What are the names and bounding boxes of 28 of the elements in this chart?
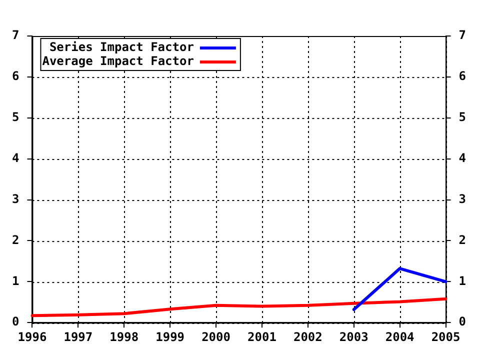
y2-tick-label: 0 — [458, 314, 466, 329]
y-tick-label: 6 — [12, 69, 20, 84]
x-tick-label: 1998 — [110, 330, 139, 344]
y-tick-label: 5 — [12, 110, 20, 124]
y-tick-label: 0 — [12, 314, 20, 329]
y2-tick-label: 3 — [458, 192, 466, 206]
x-tick-label: 1999 — [156, 330, 185, 344]
y2-tick-label: 1 — [458, 274, 466, 288]
x-tick-label: 2004 — [385, 330, 414, 344]
x-tick-label: 2003 — [339, 330, 368, 344]
y-tick-label: 7 — [12, 28, 20, 42]
y-tick-label: 3 — [12, 192, 20, 206]
y2-tick-label: 5 — [458, 110, 466, 124]
x-tick-label: 2002 — [293, 330, 322, 344]
y-tick-label: 2 — [12, 232, 20, 247]
x-tick-label: 2005 — [431, 330, 460, 344]
x-tick-label: 2000 — [202, 330, 230, 344]
y2-tick-label: 2 — [458, 232, 466, 247]
y-tick-label: 1 — [12, 274, 20, 288]
y2-tick-label: 7 — [458, 28, 466, 42]
legend-label: Average Impact Factor — [42, 54, 194, 68]
y-tick-label: 4 — [12, 150, 20, 165]
x-tick-label: 1996 — [18, 330, 47, 344]
legend-label: Series Impact Factor — [49, 40, 194, 54]
y2-tick-label: 4 — [458, 150, 466, 165]
y2-tick-label: 6 — [458, 69, 466, 84]
x-tick-label: 1997 — [64, 330, 93, 344]
x-tick-label: 2001 — [248, 330, 276, 344]
